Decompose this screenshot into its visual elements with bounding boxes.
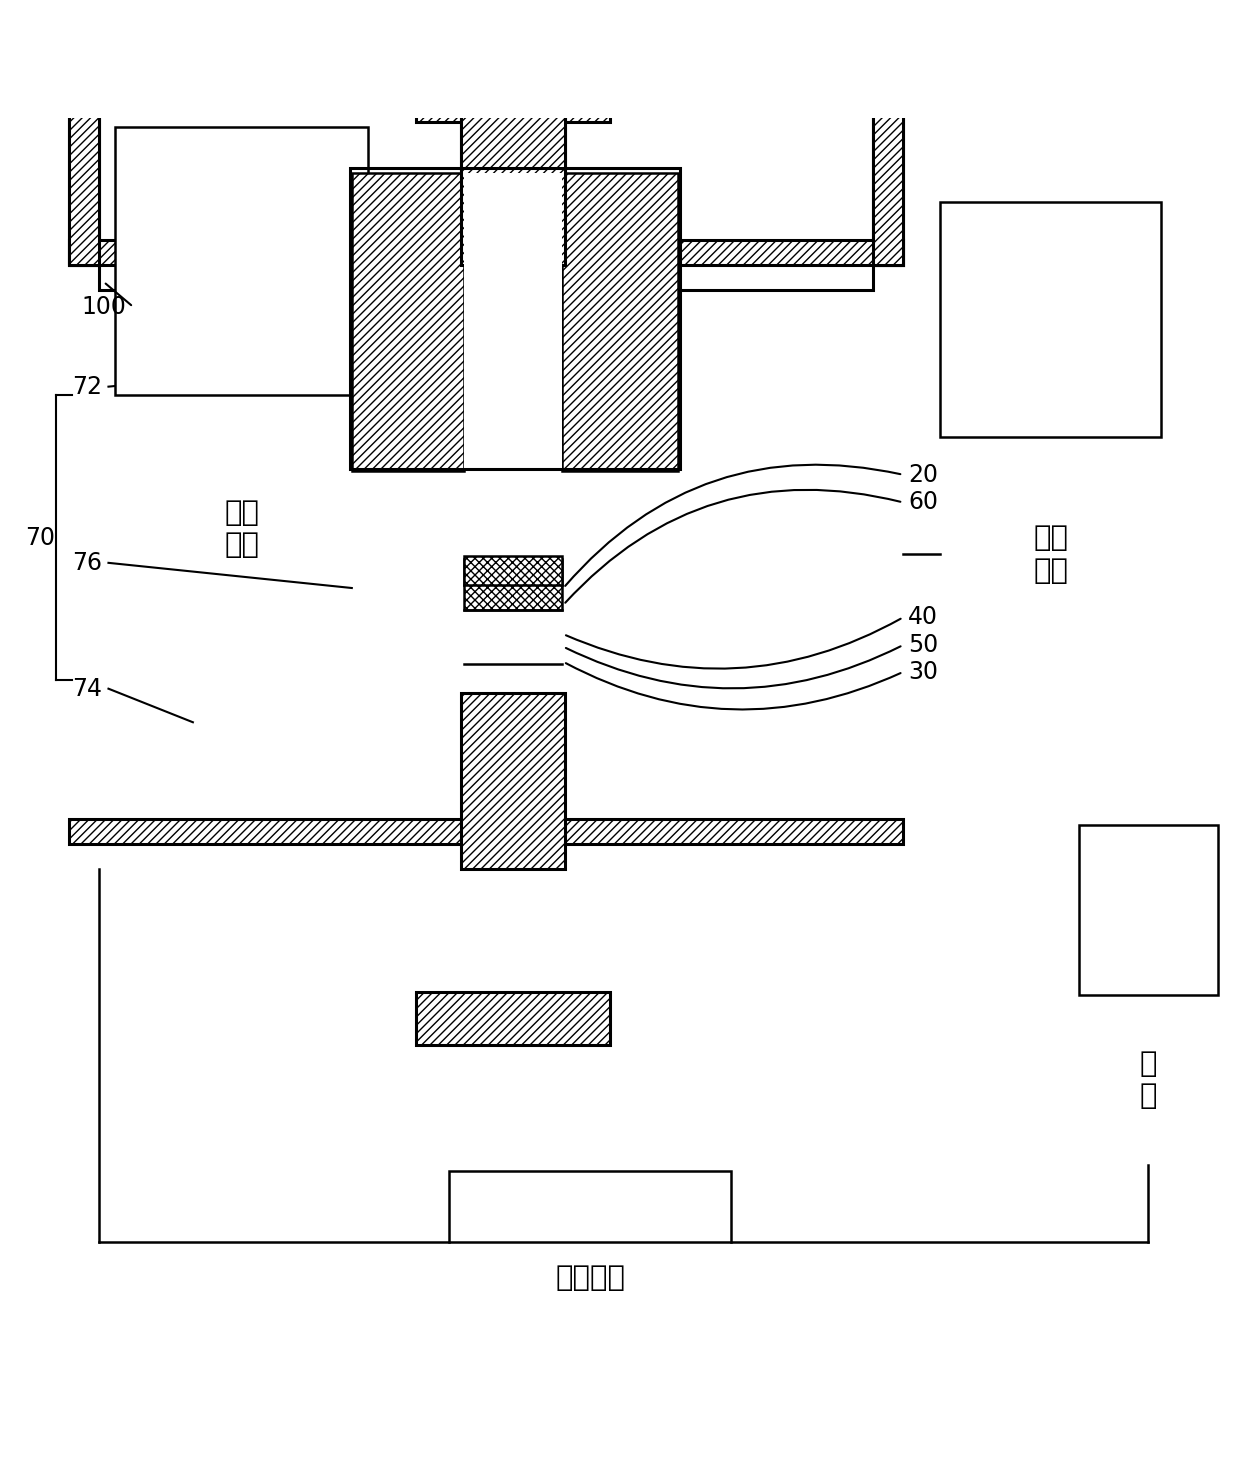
Bar — [563, 173, 677, 471]
Bar — [68, 0, 98, 266]
Bar — [417, 992, 610, 1045]
Bar — [449, 1171, 732, 1242]
Bar — [464, 173, 563, 471]
Bar — [98, 0, 873, 291]
Text: 100: 100 — [82, 295, 126, 319]
Bar — [873, 0, 903, 266]
Bar — [461, 693, 565, 869]
Bar — [461, 88, 565, 178]
Bar — [115, 126, 368, 395]
Text: 50: 50 — [908, 633, 939, 658]
Bar — [68, 0, 903, 266]
Text: 70: 70 — [25, 526, 55, 549]
Text: 30: 30 — [908, 661, 937, 684]
Text: 60: 60 — [908, 490, 937, 514]
Bar — [350, 167, 680, 468]
Bar — [68, 819, 903, 844]
Bar — [1079, 825, 1218, 995]
Bar — [464, 559, 563, 584]
Bar — [417, 68, 610, 122]
Bar — [68, 239, 903, 266]
Bar — [940, 203, 1162, 437]
Text: 控制系统: 控制系统 — [556, 1264, 625, 1292]
Text: 气
氛: 气 氛 — [1140, 1050, 1157, 1110]
Text: 液压
系统: 液压 系统 — [1033, 524, 1068, 584]
Bar — [461, 0, 565, 266]
Text: 76: 76 — [72, 550, 102, 575]
Text: 发热
元件: 发热 元件 — [224, 499, 259, 559]
Text: 74: 74 — [72, 677, 102, 700]
Bar — [352, 173, 464, 471]
Bar — [464, 556, 563, 609]
Text: 20: 20 — [908, 462, 937, 487]
Text: 72: 72 — [72, 374, 102, 399]
Text: 40: 40 — [908, 605, 937, 630]
